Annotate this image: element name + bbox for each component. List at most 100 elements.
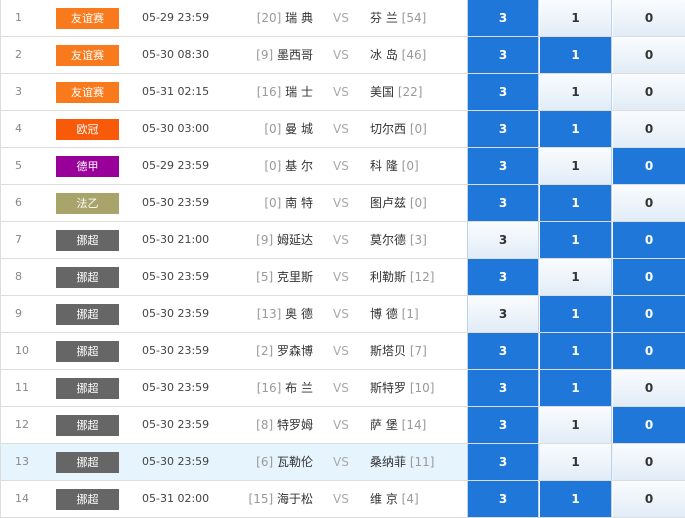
away-rank: [4]	[401, 492, 419, 506]
odds-option-win[interactable]: 3	[467, 259, 539, 295]
odds-option-win[interactable]: 3	[467, 0, 539, 36]
match-row: 8 挪超 05-30 23:59 [5] 克里斯 VS 利勒斯 [12] 3 1 0	[1, 259, 685, 296]
odds-option-loss[interactable]: 0	[613, 111, 685, 147]
odds-option-loss[interactable]: 0	[613, 333, 685, 369]
odds-option-win[interactable]: 3	[467, 296, 539, 332]
home-team: [9] 墨西哥	[256, 37, 313, 73]
vs-label: VS	[333, 455, 349, 469]
odds-option-loss[interactable]: 0	[613, 0, 685, 36]
odds-option-loss[interactable]: 0	[613, 74, 685, 110]
league-badge[interactable]: 友谊赛	[56, 45, 119, 66]
row-index: 10	[15, 344, 29, 357]
row-index: 5	[15, 159, 22, 172]
match-time: 05-30 21:00	[142, 233, 210, 246]
away-team: 斯塔贝 [7]	[370, 333, 427, 369]
odds-option-win[interactable]: 3	[467, 74, 539, 110]
vs-label: VS	[333, 418, 349, 432]
odds-option-draw[interactable]: 1	[540, 74, 612, 110]
odds-option-loss[interactable]: 0	[613, 370, 685, 406]
row-index: 14	[15, 492, 29, 505]
away-rank: [46]	[401, 48, 427, 62]
home-rank: [20]	[256, 11, 282, 25]
odds-option-win[interactable]: 3	[467, 333, 539, 369]
away-rank: [7]	[409, 344, 427, 358]
match-time: 05-30 23:59	[142, 381, 210, 394]
odds-option-draw[interactable]: 1	[540, 148, 612, 184]
away-rank: [0]	[409, 196, 427, 210]
home-team-name: 克里斯	[276, 270, 313, 284]
league-badge[interactable]: 挪超	[56, 452, 119, 473]
away-rank: [22]	[397, 85, 423, 99]
odds-option-draw[interactable]: 1	[540, 296, 612, 332]
match-time: 05-30 03:00	[142, 122, 210, 135]
odds-option-win[interactable]: 3	[467, 444, 539, 480]
odds-option-draw[interactable]: 1	[540, 259, 612, 295]
league-badge[interactable]: 挪超	[56, 341, 119, 362]
home-team: [16] 布 兰	[257, 370, 313, 406]
away-rank: [0]	[409, 122, 427, 136]
odds-option-loss[interactable]: 0	[613, 222, 685, 258]
odds-option-loss[interactable]: 0	[613, 481, 685, 517]
odds-option-win[interactable]: 3	[467, 185, 539, 221]
league-badge[interactable]: 挪超	[56, 415, 119, 436]
odds-option-draw[interactable]: 1	[540, 407, 612, 443]
away-rank: [0]	[401, 159, 419, 173]
odds-option-loss[interactable]: 0	[613, 185, 685, 221]
vs-label: VS	[333, 233, 349, 247]
away-team-name: 图卢兹	[370, 196, 407, 210]
odds-option-loss[interactable]: 0	[613, 407, 685, 443]
odds-option-win[interactable]: 3	[467, 407, 539, 443]
away-team: 美国 [22]	[370, 74, 422, 110]
match-time: 05-30 23:59	[142, 344, 210, 357]
odds-option-loss[interactable]: 0	[613, 148, 685, 184]
odds-option-win[interactable]: 3	[467, 37, 539, 73]
odds-option-win[interactable]: 3	[467, 481, 539, 517]
home-team-name: 罗森博	[276, 344, 313, 358]
odds-option-loss[interactable]: 0	[613, 296, 685, 332]
odds-option-draw[interactable]: 1	[540, 0, 612, 36]
odds-option-draw[interactable]: 1	[540, 222, 612, 258]
odds-option-draw[interactable]: 1	[540, 111, 612, 147]
league-badge[interactable]: 欧冠	[56, 119, 119, 140]
odds-option-draw[interactable]: 1	[540, 370, 612, 406]
away-team-name: 斯特罗	[370, 381, 407, 395]
odds-option-draw[interactable]: 1	[540, 333, 612, 369]
home-rank: [8]	[256, 418, 274, 432]
odds-option-win[interactable]: 3	[467, 222, 539, 258]
league-badge[interactable]: 法乙	[56, 193, 119, 214]
home-team: [13] 奥 德	[257, 296, 313, 332]
league-badge[interactable]: 友谊赛	[56, 8, 119, 29]
league-badge[interactable]: 挪超	[56, 304, 119, 325]
league-badge[interactable]: 挪超	[56, 267, 119, 288]
odds-option-draw[interactable]: 1	[540, 37, 612, 73]
league-badge[interactable]: 挪超	[56, 230, 119, 251]
odds-option-draw[interactable]: 1	[540, 185, 612, 221]
row-index: 6	[15, 196, 22, 209]
odds-option-loss[interactable]: 0	[613, 37, 685, 73]
odds-option-draw[interactable]: 1	[540, 444, 612, 480]
away-rank: [14]	[401, 418, 427, 432]
odds-option-win[interactable]: 3	[467, 148, 539, 184]
league-badge[interactable]: 德甲	[56, 156, 119, 177]
home-team-name: 海于松	[276, 492, 313, 506]
away-team: 利勒斯 [12]	[370, 259, 434, 295]
odds-option-loss[interactable]: 0	[613, 444, 685, 480]
league-badge[interactable]: 挪超	[56, 378, 119, 399]
odds-option-win[interactable]: 3	[467, 111, 539, 147]
odds-option-win[interactable]: 3	[467, 370, 539, 406]
home-team: [16] 瑞 士	[257, 74, 313, 110]
away-rank: [1]	[401, 307, 419, 321]
home-team: [0] 曼 城	[264, 111, 313, 147]
home-rank: [0]	[264, 196, 282, 210]
odds-option-loss[interactable]: 0	[613, 259, 685, 295]
row-index: 2	[15, 48, 22, 61]
odds-option-draw[interactable]: 1	[540, 481, 612, 517]
away-team: 莫尔德 [3]	[370, 222, 427, 258]
league-badge[interactable]: 挪超	[56, 489, 119, 510]
league-badge[interactable]: 友谊赛	[56, 82, 119, 103]
away-team-name: 斯塔贝	[370, 344, 407, 358]
home-rank: [0]	[264, 122, 282, 136]
home-rank: [6]	[256, 455, 274, 469]
away-rank: [54]	[401, 11, 427, 25]
vs-label: VS	[333, 159, 349, 173]
